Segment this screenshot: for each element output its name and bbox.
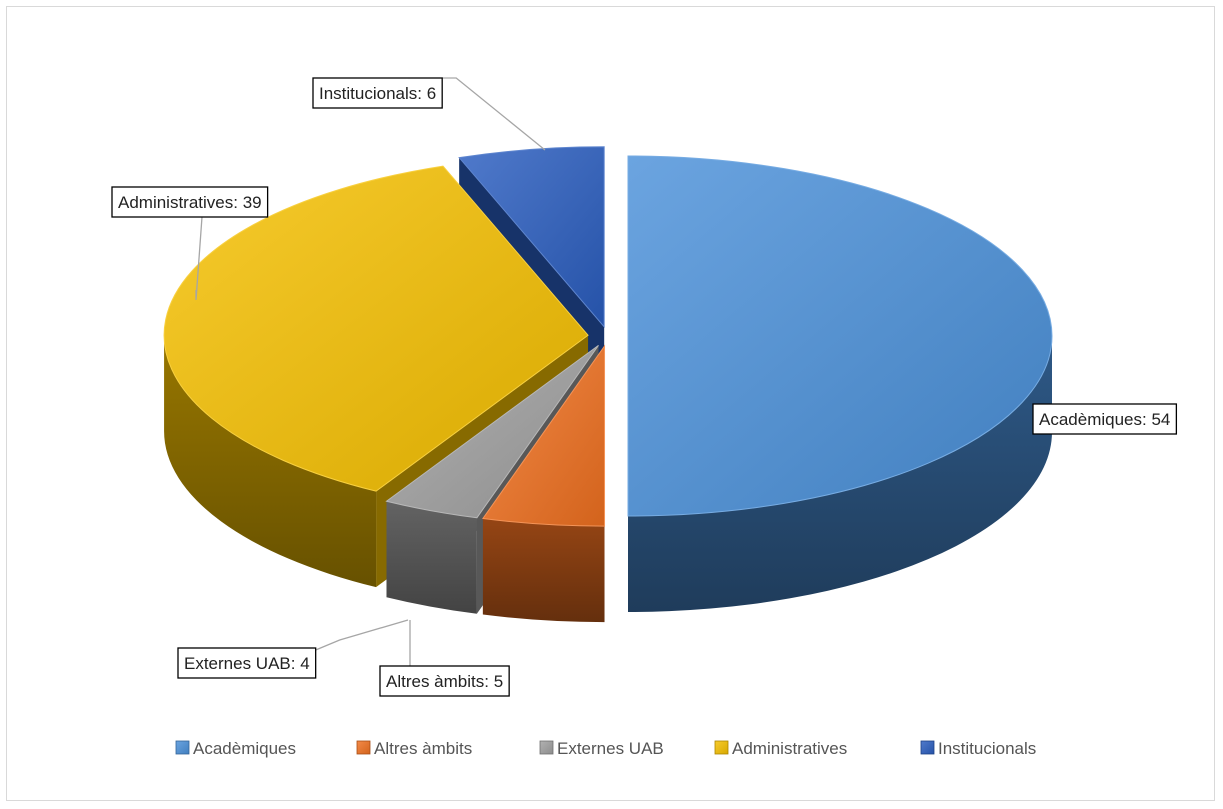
legend-label-academiques: Acadèmiques	[193, 739, 296, 758]
svg-text:Acadèmiques: 54: Acadèmiques: 54	[1039, 410, 1170, 429]
svg-text:Administratives: 39: Administratives: 39	[118, 193, 262, 212]
leader-line-administratives	[195, 216, 203, 301]
pie-slice-altres-ambits	[482, 344, 606, 527]
legend: Acadèmiques Altres àmbits Externes UAB Admi…	[175, 739, 1036, 758]
legend-swatch-institucionals	[920, 740, 935, 755]
legend-swatch-externes-uab	[539, 740, 554, 755]
data-label-academiques: Acadèmiques: 54	[1032, 403, 1178, 435]
pie-slice-side-externes-uab	[386, 501, 477, 614]
data-label-altres-ambits: Altres àmbits: 5	[379, 665, 510, 697]
data-label-institucionals: Institucionals: 6	[312, 77, 443, 109]
legend-label-institucionals: Institucionals	[938, 739, 1036, 758]
pie-slice-side-academiques	[628, 336, 1052, 612]
data-label-administratives: Administratives: 39	[111, 186, 269, 218]
svg-text:Institucionals: 6: Institucionals: 6	[319, 84, 436, 103]
legend-item-administratives: Administratives	[714, 739, 847, 758]
pie-slice-side-altres-ambits	[482, 518, 605, 623]
data-labels: Acadèmiques: 54 Altres àmbits: 5 Externes …	[111, 77, 1178, 697]
leader-lines	[195, 77, 546, 666]
data-label-externes-uab: Externes UAB: 4	[177, 647, 317, 679]
legend-swatch-academiques	[175, 740, 190, 755]
legend-label-altres-ambits: Altres àmbits	[374, 739, 472, 758]
svg-text:Externes UAB: 4: Externes UAB: 4	[184, 654, 310, 673]
leader-line-institucionals	[442, 77, 546, 151]
legend-swatch-altres-ambits	[356, 740, 371, 755]
legend-item-externes-uab: Externes UAB	[539, 739, 664, 758]
pie-slice-institucionals	[458, 146, 605, 329]
pie-slice-side-administratives	[164, 335, 377, 588]
legend-label-administratives: Administratives	[732, 739, 847, 758]
pie-slice-academiques	[627, 155, 1053, 517]
pie-top-layer	[163, 146, 1053, 527]
legend-item-institucionals: Institucionals	[920, 739, 1036, 758]
legend-swatch-administratives	[714, 740, 729, 755]
legend-item-altres-ambits: Altres àmbits	[356, 739, 472, 758]
leader-line-externes-uab	[315, 619, 409, 651]
legend-item-academiques: Acadèmiques	[175, 739, 296, 758]
pie-slice-administratives	[163, 165, 589, 492]
pie-slice-externes-uab	[385, 344, 599, 519]
legend-label-externes-uab: Externes UAB	[557, 739, 664, 758]
svg-text:Altres àmbits: 5: Altres àmbits: 5	[386, 672, 503, 691]
